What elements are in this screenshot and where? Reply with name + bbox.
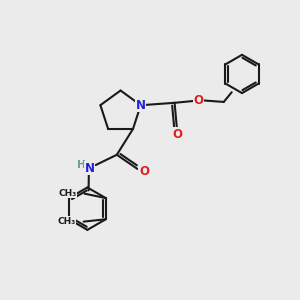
Text: CH₃: CH₃ [58, 189, 76, 198]
Text: O: O [172, 128, 182, 140]
Text: O: O [139, 165, 149, 178]
Text: N: N [136, 99, 146, 112]
Text: O: O [194, 94, 204, 107]
Text: N: N [85, 161, 95, 175]
Text: H: H [77, 160, 86, 170]
Text: CH₃: CH₃ [57, 217, 75, 226]
